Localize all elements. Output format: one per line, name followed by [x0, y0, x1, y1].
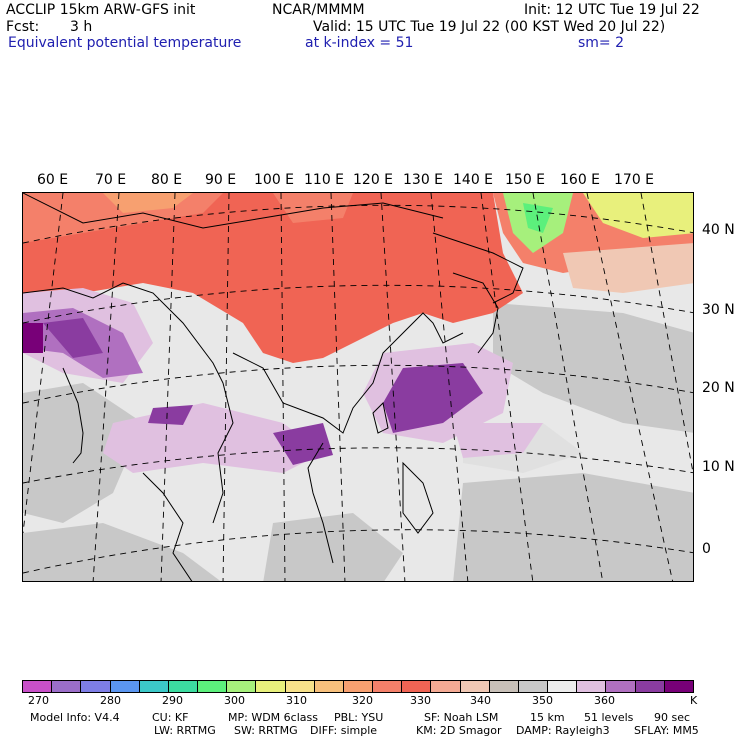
colorbar-swatch [285, 681, 315, 692]
footer-sf: SF: Noah LSM [424, 711, 499, 724]
lon-label: 170 E [614, 172, 655, 188]
forecast-label: Fcst: [6, 19, 40, 35]
footer-pbl: PBL: YSU [334, 711, 384, 724]
colorbar-label: 280 [100, 694, 121, 707]
field-name: Equivalent potential temperature [8, 35, 242, 51]
lat-label: 20 N [702, 380, 735, 396]
colorbar-swatch [81, 681, 111, 692]
footer-cu: CU: KF [152, 711, 189, 724]
footer-timestep: 90 sec [654, 711, 691, 724]
colorbar-swatch [168, 681, 199, 692]
footer-sflay: SFLAY: MM5 [634, 724, 699, 737]
colorbar-swatch [606, 681, 636, 692]
lon-label: 70 E [95, 172, 127, 188]
colorbar-swatch [431, 681, 461, 692]
valid-time: Valid: 15 UTC Tue 19 Jul 22 (00 KST Wed … [313, 19, 666, 35]
colorbar-swatch [314, 681, 344, 692]
colorbar-label: 310 [286, 694, 307, 707]
footer-levels: 51 levels [584, 711, 634, 724]
colorbar-swatch [489, 681, 519, 692]
lat-label: 0 [702, 541, 711, 557]
colorbar-swatch [664, 681, 693, 692]
init-time: Init: 12 UTC Tue 19 Jul 22 [524, 2, 700, 18]
footer-damp: DAMP: Rayleigh3 [516, 724, 610, 737]
colorbar-swatch [548, 681, 578, 692]
map-canvas [23, 193, 693, 581]
footer-diff: DIFF: simple [310, 724, 378, 737]
colorbar-swatch [256, 681, 286, 692]
footer-resolution: 15 km [530, 711, 565, 724]
footer-lw: LW: RRTMG [154, 724, 216, 737]
colorbar-swatch [110, 681, 140, 692]
lon-label: 80 E [151, 172, 183, 188]
colorbar-label: 340 [470, 694, 491, 707]
colorbar-label: 360 [594, 694, 615, 707]
colorbar-swatch [373, 681, 403, 692]
lon-label: 130 E [403, 172, 444, 188]
lon-label: 120 E [353, 172, 394, 188]
colorbar-swatch [139, 681, 169, 692]
smoothing-label: sm= 2 [578, 35, 625, 51]
lon-label: 160 E [560, 172, 601, 188]
colorbar-swatch [198, 681, 228, 692]
colorbar-label: 350 [532, 694, 553, 707]
colorbar-unit: K [690, 694, 698, 707]
colorbar-label: 330 [410, 694, 431, 707]
colorbar [22, 680, 694, 693]
colorbar-swatch [227, 681, 257, 692]
lon-label: 90 E [205, 172, 237, 188]
model-title: ACCLIP 15km ARW-GFS init [6, 2, 196, 18]
colorbar-swatch [343, 681, 374, 692]
footer-mp: MP: WDM 6class [228, 711, 318, 724]
colorbar-swatch [518, 681, 549, 692]
level-index: at k-index = 51 [305, 35, 414, 51]
lat-label: 10 N [702, 459, 735, 475]
colorbar-swatch [635, 681, 665, 692]
org-label: NCAR/MMMM [272, 2, 365, 18]
colorbar-swatch [52, 681, 82, 692]
colorbar-label: 270 [28, 694, 49, 707]
colorbar-swatch [460, 681, 490, 692]
colorbar-label: 300 [224, 694, 245, 707]
colorbar-label: 320 [352, 694, 373, 707]
footer-sw: SW: RRTMG [234, 724, 298, 737]
footer-model-info: Model Info: V4.4 [30, 711, 120, 724]
lon-label: 140 E [453, 172, 494, 188]
colorbar-label: 290 [162, 694, 183, 707]
lon-label: 60 E [37, 172, 69, 188]
colorbar-swatch [23, 681, 53, 692]
forecast-hour: 3 h [70, 19, 93, 35]
lat-label: 30 N [702, 302, 735, 318]
colorbar-swatch [402, 681, 432, 692]
lon-label: 110 E [304, 172, 345, 188]
lat-label: 40 N [702, 222, 735, 238]
lon-label: 150 E [505, 172, 546, 188]
lon-label: 100 E [254, 172, 295, 188]
colorbar-swatch [577, 681, 607, 692]
footer-km: KM: 2D Smagor [416, 724, 502, 737]
theta-e-map [22, 192, 694, 582]
